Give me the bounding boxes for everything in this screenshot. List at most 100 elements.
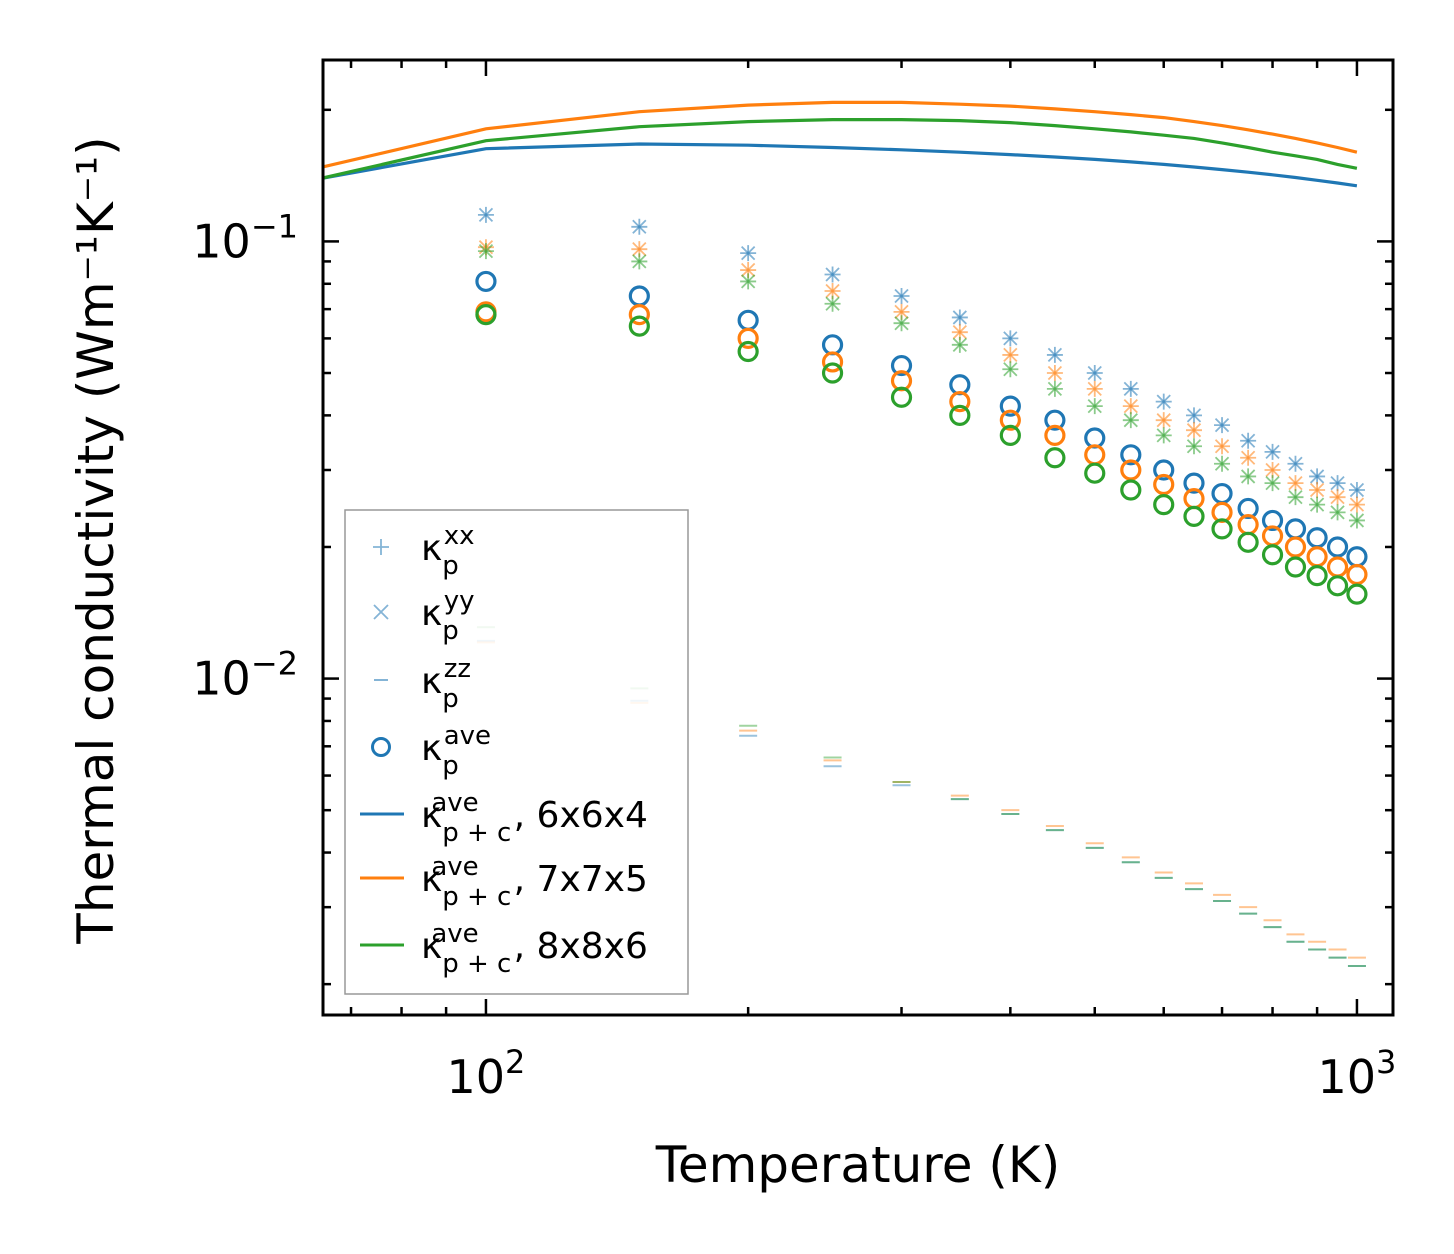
- kyy-point: [1240, 433, 1256, 448]
- kave-point: [475, 304, 497, 326]
- kave-point: [1237, 531, 1259, 553]
- kyy-point: [894, 288, 909, 304]
- x-tick-label: 102: [446, 1043, 525, 1104]
- kyy-point: [1330, 490, 1345, 505]
- kave-point: [890, 386, 913, 408]
- axis-tick-labels: 102 103 10−2 10−1: [192, 207, 1396, 1104]
- kyy-point: [1123, 413, 1138, 428]
- kave-point: [999, 424, 1021, 446]
- kyy-point: [1003, 347, 1018, 363]
- series-6x6x4: [323, 142, 1368, 968]
- kave-point: [628, 304, 650, 326]
- y-axis-label: Thermal conductivity (Wm⁻¹K⁻¹): [67, 136, 125, 944]
- kyy-point: [1186, 439, 1202, 454]
- kyy-point: [1156, 428, 1171, 443]
- legend-label: κp + cave, 7x7x5: [421, 852, 648, 912]
- legend-label: κpave: [421, 721, 491, 781]
- kxx-point: [216, 324, 232, 340]
- x-tick-label: 103: [1317, 1043, 1396, 1104]
- legend-label: κpyy: [421, 586, 475, 646]
- legend-label: κp + cave, 6x6x4: [421, 788, 648, 848]
- kpc-line-6x6x4: [323, 142, 1358, 188]
- kave-point: [821, 362, 844, 384]
- kave-point: [1284, 556, 1307, 578]
- kave-point: [628, 285, 650, 307]
- kave-point: [1346, 583, 1368, 605]
- kave-point: [999, 395, 1021, 417]
- kyy-point: [1288, 456, 1303, 471]
- kave-point: [1261, 544, 1284, 566]
- kave-point: [1237, 497, 1259, 520]
- kave-point: [1306, 546, 1328, 568]
- kyy-point: [1349, 482, 1365, 498]
- legend-entry: κp + cave, 6x6x4: [360, 788, 648, 848]
- kyy-point: [1047, 381, 1063, 396]
- kave-point: [475, 270, 497, 293]
- kyy-point: [1047, 347, 1063, 363]
- kyy-point: [1265, 462, 1280, 478]
- kyy-point: [217, 342, 230, 355]
- kave-point: [1326, 575, 1349, 597]
- kave-point: [1284, 518, 1307, 540]
- kave-point: [215, 368, 233, 386]
- kave-point: [1211, 518, 1233, 540]
- kyy-point: [1123, 398, 1138, 414]
- y-tick-label: 10−1: [192, 207, 298, 268]
- kave-point: [999, 409, 1021, 431]
- legend-plus-marker: [373, 539, 389, 555]
- kave-point: [821, 334, 844, 356]
- x-axis-label: Temperature (K): [655, 1136, 1060, 1194]
- kyy-point: [741, 262, 756, 278]
- kpc-line-7x7x5: [323, 100, 1358, 169]
- legend-circle-marker: [371, 737, 391, 757]
- legend-box: [344, 509, 689, 995]
- kave-point: [1261, 509, 1284, 532]
- kxx-point: [216, 340, 232, 356]
- kyy-point: [1309, 469, 1325, 484]
- legend-x-marker: [373, 604, 389, 620]
- legend-label: κpxx: [421, 521, 475, 581]
- kyy-point: [1047, 365, 1063, 381]
- kyy-point: [1214, 439, 1230, 454]
- kyy-point: [825, 296, 840, 311]
- kyy-point: [894, 304, 909, 319]
- kave-point: [821, 351, 844, 373]
- series-layer: [215, 100, 1368, 968]
- kave-point: [1346, 563, 1368, 586]
- legend-entry: κp + cave, 7x7x5: [360, 852, 648, 912]
- kyy-point: [1288, 475, 1303, 491]
- legend-label: κp + cave, 8x8x6: [421, 919, 648, 979]
- kave-point: [1183, 505, 1205, 527]
- legend-entry: κpzz: [374, 654, 471, 714]
- kyy-point: [1309, 482, 1325, 498]
- kave-point: [890, 354, 913, 377]
- plot-frame: [321, 58, 1395, 1017]
- kyy-point: [1087, 398, 1102, 414]
- kave-point: [1306, 565, 1328, 587]
- kyy-point: [952, 325, 967, 340]
- kave-point: [1153, 473, 1175, 496]
- kyy-point: [1003, 331, 1018, 346]
- kave-point: [1326, 556, 1349, 578]
- kyy-point: [894, 316, 909, 331]
- kyy-point: [825, 283, 840, 299]
- kyy-point: [1240, 469, 1256, 484]
- kave-point: [1120, 479, 1142, 501]
- y-tick-label: 10−2: [192, 645, 298, 706]
- kyy-point: [1156, 394, 1171, 409]
- legend-entry: κpave: [371, 721, 491, 781]
- kave-point: [1120, 459, 1142, 481]
- kyy-point: [478, 244, 494, 259]
- kyy-point: [1186, 408, 1202, 423]
- kave-point: [1211, 482, 1233, 505]
- axis-ticks: [323, 60, 1393, 1015]
- kave-point: [215, 384, 233, 402]
- kyy-point: [1265, 475, 1280, 491]
- kyy-point: [825, 267, 840, 282]
- legend-label: κpzz: [421, 654, 471, 714]
- kyy-point: [1349, 497, 1365, 512]
- kave-point: [1326, 536, 1349, 558]
- kave-point: [1084, 462, 1106, 484]
